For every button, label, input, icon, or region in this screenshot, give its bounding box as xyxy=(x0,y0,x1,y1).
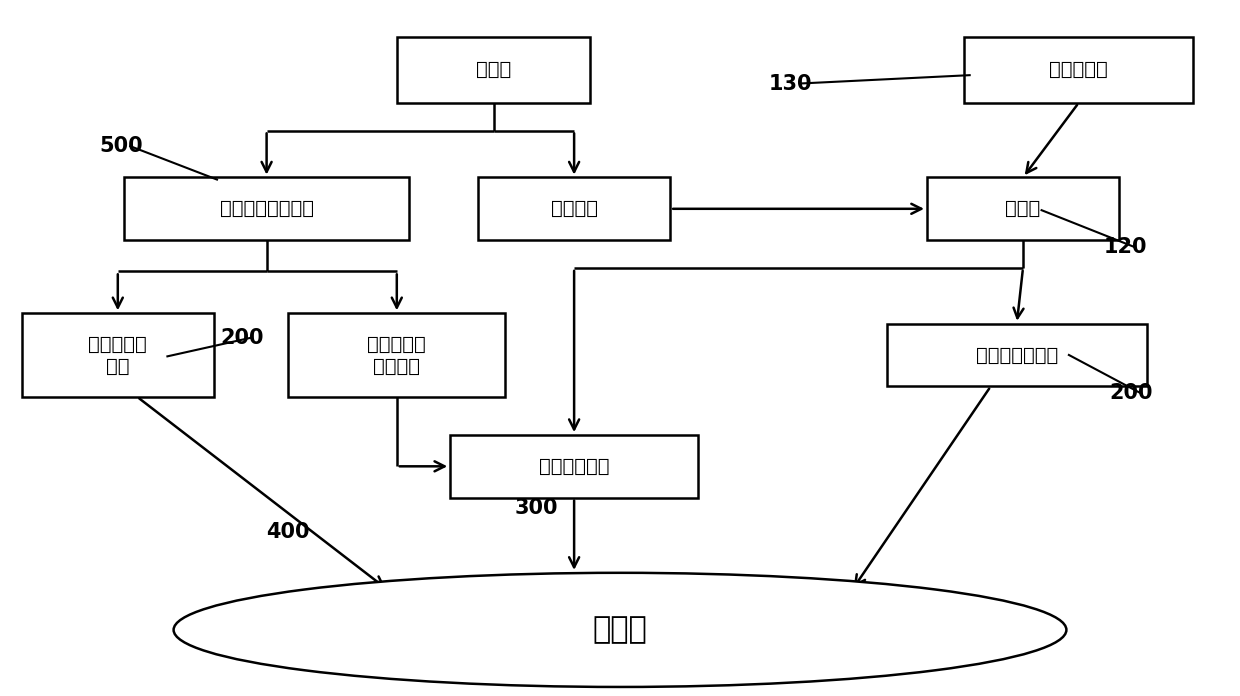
Text: 核岛消防水
生产系统: 核岛消防水 生产系统 xyxy=(367,335,427,375)
Bar xyxy=(124,177,409,240)
Bar xyxy=(926,177,1118,240)
Bar xyxy=(887,324,1147,386)
Text: 核岛消防系统: 核岛消防系统 xyxy=(539,457,609,476)
Bar xyxy=(397,36,590,102)
Bar xyxy=(22,313,213,397)
Bar xyxy=(288,313,506,397)
Text: 200: 200 xyxy=(221,328,264,347)
Text: 安全壳喷淋
系统: 安全壳喷淋 系统 xyxy=(88,335,148,375)
Text: 外电网: 外电网 xyxy=(476,60,511,79)
Text: 400: 400 xyxy=(267,523,310,542)
Bar xyxy=(450,435,698,498)
Bar xyxy=(965,36,1193,102)
Bar xyxy=(479,177,670,240)
Text: 130: 130 xyxy=(769,74,812,93)
Text: 临时柴油机: 临时柴油机 xyxy=(1049,60,1109,79)
Text: 安全壳: 安全壳 xyxy=(593,615,647,644)
Text: 辅助厂用电源系统: 辅助厂用电源系统 xyxy=(219,199,314,219)
Text: 300: 300 xyxy=(515,498,558,518)
Ellipse shape xyxy=(174,573,1066,687)
Text: 安全壳喷淋系统: 安全壳喷淋系统 xyxy=(976,345,1058,365)
Text: 输送泵: 输送泵 xyxy=(1006,199,1040,219)
Text: 200: 200 xyxy=(1110,383,1153,403)
Text: 500: 500 xyxy=(99,136,143,156)
Text: 施工电源: 施工电源 xyxy=(551,199,598,219)
Text: 120: 120 xyxy=(1104,237,1147,257)
